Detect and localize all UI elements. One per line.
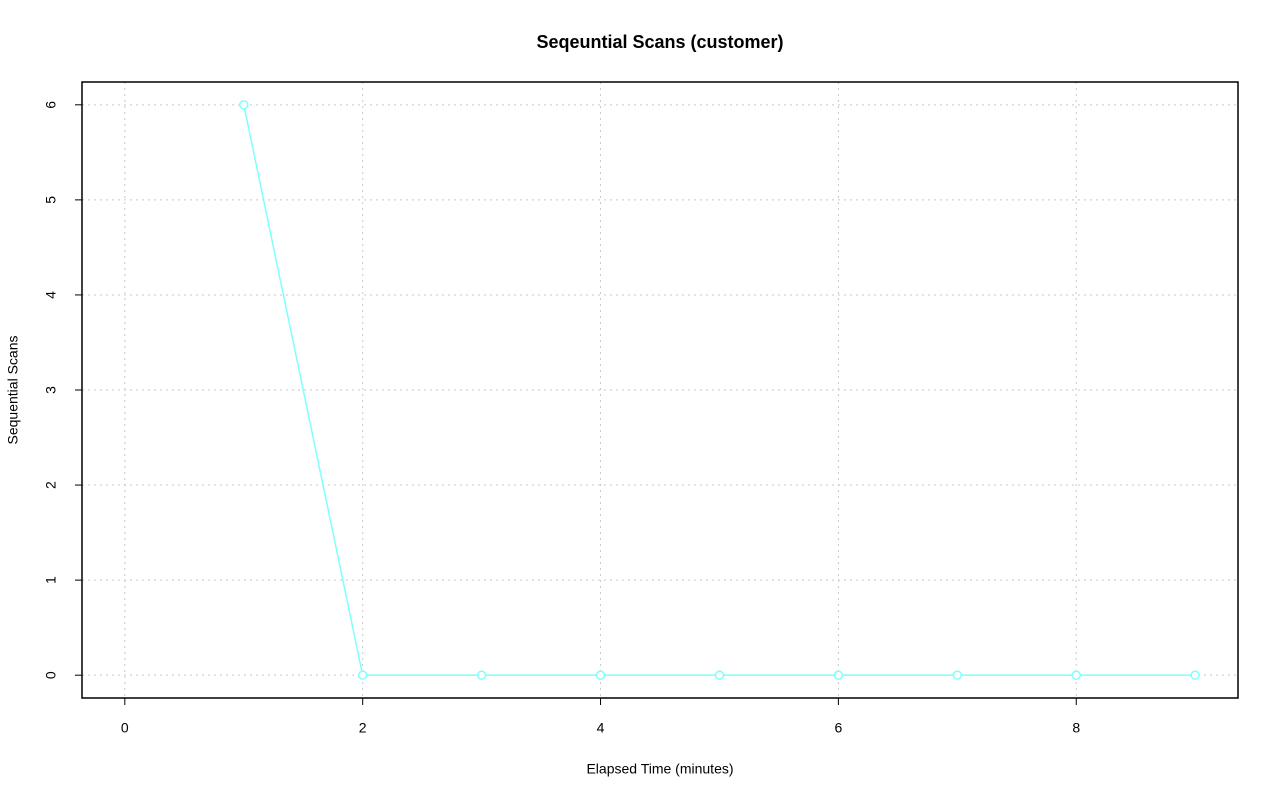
data-point [357, 670, 368, 680]
data-point [238, 100, 249, 110]
x-tick-label: 8 [1072, 720, 1080, 736]
y-axis-label: Sequential Scans [5, 336, 21, 445]
chart-title: Seqeuntial Scans (customer) [536, 32, 783, 52]
y-tick-label: 0 [43, 671, 59, 679]
data-point [1071, 670, 1082, 680]
x-tick-label: 0 [121, 720, 129, 736]
x-tick-label: 2 [359, 720, 367, 736]
y-tick-label: 1 [43, 576, 59, 584]
x-axis-label: Elapsed Time (minutes) [586, 761, 733, 777]
y-tick-label: 3 [43, 386, 59, 394]
plot-frame [81, 81, 1239, 699]
y-tick-label: 6 [43, 101, 59, 109]
y-tick-label: 2 [43, 481, 59, 489]
data-point [476, 670, 487, 680]
data-point [714, 670, 725, 680]
x-tick-label: 4 [597, 720, 605, 736]
data-point [833, 670, 844, 680]
data-point [952, 670, 963, 680]
y-tick-label: 5 [43, 196, 59, 204]
x-tick-label: 6 [834, 720, 842, 736]
y-tick-label: 4 [43, 291, 59, 299]
data-point [1190, 670, 1200, 680]
data-point [595, 670, 606, 680]
